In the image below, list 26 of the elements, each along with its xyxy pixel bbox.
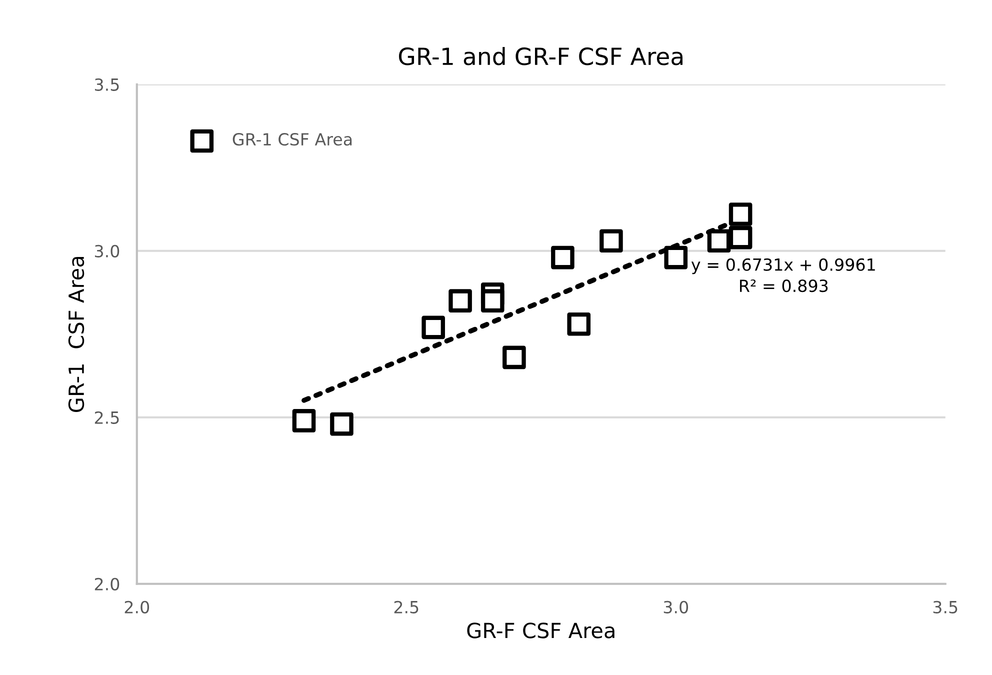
y-tick-label: 2.0 [94,578,120,590]
y-axis-title: GR-1 CSF Area [68,256,84,412]
point [728,202,752,226]
y-tick-label: 3.5 [94,78,119,91]
x-tick-label: 3.5 [933,600,958,614]
point [448,289,472,312]
annotation: y = 0.6731x + 0.9961 R² = 0.893 [691,258,875,292]
point [728,226,752,250]
x-tick-label: 3.0 [664,600,688,614]
point [707,229,731,253]
y-tick-label: 2.5 [94,411,119,424]
point [480,289,504,312]
point [422,316,445,340]
legend-label: GR-1 CSF Area [232,133,352,146]
point [502,346,526,370]
point [551,246,574,270]
point [567,312,591,336]
point [292,409,316,432]
point [330,412,354,436]
point [664,246,688,270]
chart-title: GR-1 and GR-F CSF Area [398,46,682,66]
point [600,229,623,253]
y-tick-label: 3.0 [94,244,120,258]
x-tick-label: 2.5 [394,600,418,614]
x-axis-title: GR-F CSF Area [467,622,614,638]
x-tick-label: 2.0 [124,600,150,614]
